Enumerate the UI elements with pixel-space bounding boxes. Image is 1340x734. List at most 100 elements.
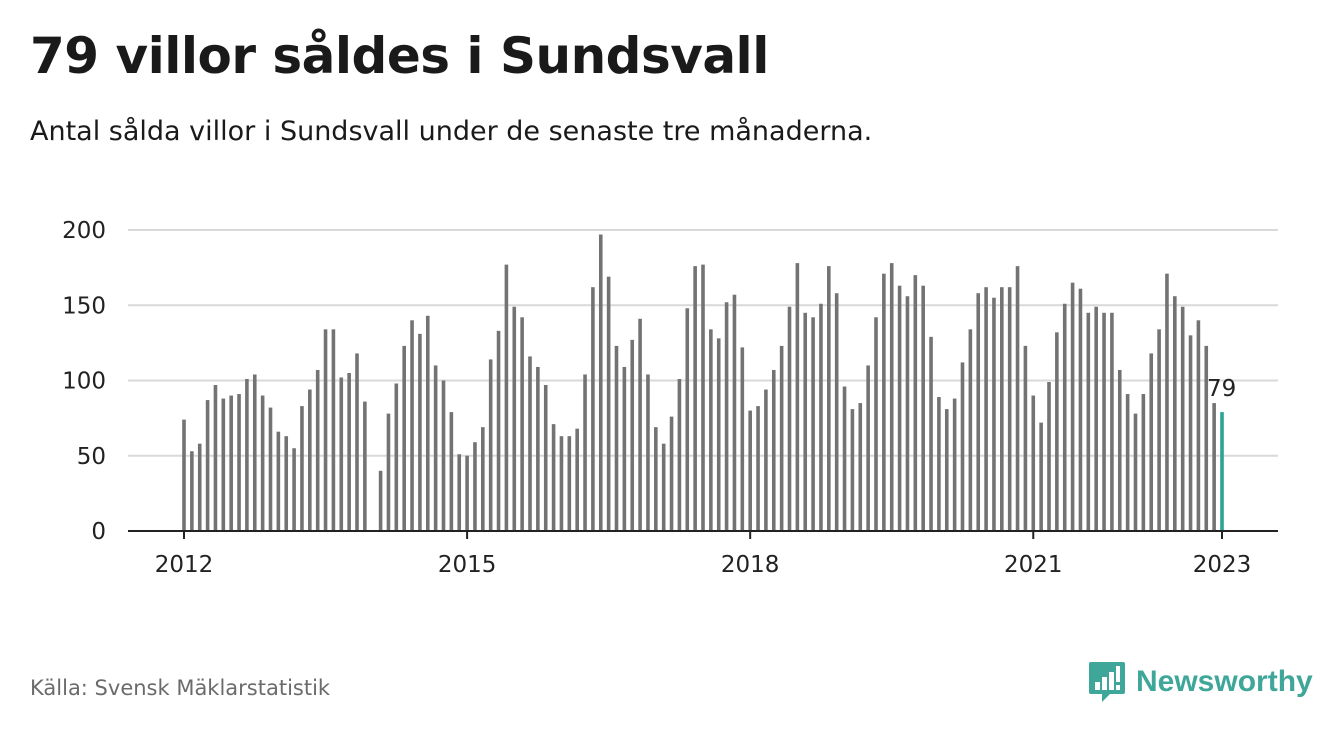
y-tick-label: 150	[62, 293, 106, 319]
bar	[1055, 332, 1059, 531]
bar	[850, 409, 855, 531]
bar	[1086, 312, 1091, 531]
bar	[638, 318, 642, 531]
y-tick-label: 50	[77, 444, 106, 470]
bar	[646, 374, 650, 531]
bar	[1141, 394, 1146, 531]
bar	[496, 330, 501, 531]
bar	[834, 293, 839, 531]
bar	[197, 443, 202, 531]
bar	[913, 275, 918, 531]
bar	[905, 296, 910, 531]
bar	[661, 443, 666, 531]
bar	[182, 419, 186, 531]
bar	[190, 451, 194, 531]
bar	[1125, 394, 1130, 531]
bar	[1212, 403, 1216, 531]
bar	[410, 320, 414, 531]
bar	[237, 394, 241, 531]
bar	[921, 285, 925, 531]
bar	[764, 389, 768, 531]
bar	[591, 287, 595, 531]
bar	[724, 302, 729, 531]
bar	[882, 273, 886, 531]
bar	[473, 442, 477, 531]
bar	[1133, 413, 1138, 531]
bar	[1149, 353, 1154, 531]
bar	[685, 308, 690, 531]
bar	[1047, 382, 1051, 531]
bar	[937, 397, 941, 531]
bar	[1157, 329, 1161, 531]
bar	[1007, 287, 1012, 531]
bar	[779, 345, 784, 531]
x-tick-label: 2012	[155, 552, 214, 578]
bar	[528, 356, 532, 531]
bar	[1196, 320, 1201, 531]
bar	[897, 285, 902, 531]
bar	[315, 369, 320, 531]
bar	[1015, 266, 1020, 531]
bar	[709, 329, 713, 531]
bar-highlight	[1220, 412, 1224, 531]
bar	[394, 383, 399, 531]
bar	[575, 428, 579, 531]
bar	[567, 436, 572, 531]
bar	[1070, 282, 1075, 531]
bar	[512, 306, 517, 531]
newsworthy-bar-chart-icon	[1089, 662, 1125, 702]
bar	[378, 470, 383, 531]
bar	[1039, 422, 1043, 531]
bar	[622, 366, 627, 531]
bar	[363, 401, 367, 531]
bar	[465, 455, 469, 531]
bar	[559, 436, 564, 531]
bar	[252, 374, 257, 531]
bar	[976, 293, 981, 531]
bar	[803, 312, 808, 531]
bar	[457, 454, 462, 531]
bar	[1062, 303, 1067, 531]
bar	[441, 380, 446, 531]
bar	[866, 365, 870, 531]
bars	[182, 234, 1224, 531]
bar	[449, 412, 454, 531]
bar	[1023, 345, 1028, 531]
bar	[300, 406, 304, 531]
bar	[488, 359, 493, 531]
bar	[245, 378, 249, 531]
bar	[827, 266, 831, 531]
bar	[1094, 306, 1098, 531]
bar	[1180, 306, 1185, 531]
newsworthy-logo[interactable]: Newsworthy	[1088, 660, 1313, 704]
bar	[960, 362, 965, 531]
bar	[205, 400, 210, 531]
bar	[520, 317, 524, 531]
bar	[551, 424, 556, 531]
bar	[536, 366, 540, 531]
bar	[308, 389, 312, 531]
x-tick-label: 2018	[721, 552, 780, 578]
bar	[292, 448, 296, 531]
bar	[858, 403, 863, 531]
x-tick-label: 2021	[1004, 552, 1063, 578]
bar	[213, 385, 218, 531]
bar	[331, 329, 336, 531]
bar	[1031, 395, 1036, 531]
bar	[355, 353, 359, 531]
bar	[1204, 345, 1209, 531]
bar	[1102, 312, 1106, 531]
bar	[418, 333, 422, 531]
bar	[929, 336, 933, 531]
bar	[1117, 369, 1122, 531]
bar	[583, 374, 587, 531]
brand-name: Newsworthy	[1136, 665, 1313, 698]
bar	[968, 329, 973, 531]
bar	[819, 303, 823, 531]
bar	[756, 406, 760, 531]
chart-title: 79 villor såldes i Sundsvall	[30, 27, 769, 85]
bar	[260, 395, 265, 531]
bar	[889, 263, 894, 531]
bar	[944, 409, 949, 531]
